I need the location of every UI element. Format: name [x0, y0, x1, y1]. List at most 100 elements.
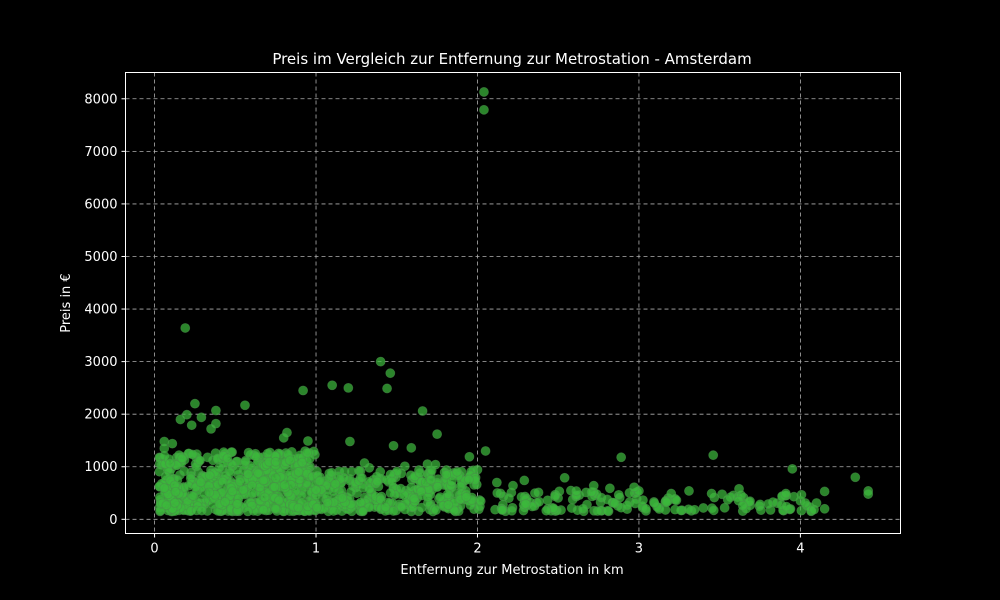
y-tick-label: 1000	[84, 460, 117, 475]
data-point	[195, 477, 206, 488]
y-tick-label: 8000	[84, 92, 117, 107]
data-point	[188, 491, 199, 501]
data-point	[850, 472, 861, 483]
data-point	[432, 429, 443, 440]
data-point	[364, 462, 375, 473]
data-point	[167, 438, 178, 449]
data-point	[190, 398, 200, 409]
data-point	[170, 486, 181, 497]
data-point	[622, 500, 633, 511]
data-point	[385, 488, 396, 498]
data-point	[330, 479, 341, 489]
data-point	[717, 489, 727, 500]
data-point	[388, 440, 399, 451]
y-tick-label: 2000	[84, 408, 117, 423]
data-point	[177, 453, 187, 464]
data-point	[464, 474, 474, 485]
data-point	[270, 503, 281, 514]
x-tick-label: 3	[635, 542, 643, 557]
data-point	[222, 453, 233, 464]
data-point	[293, 502, 304, 513]
data-point	[819, 503, 830, 514]
data-point	[345, 436, 355, 447]
data-point	[671, 495, 682, 506]
data-point	[550, 491, 561, 502]
data-point	[293, 466, 304, 477]
data-point	[441, 469, 452, 480]
data-point	[242, 506, 253, 517]
data-point	[284, 455, 295, 466]
data-point	[227, 486, 238, 497]
y-tick-label: 3000	[84, 355, 117, 370]
data-point	[386, 476, 397, 487]
x-tick-label: 2	[473, 542, 481, 557]
data-point	[503, 493, 514, 504]
data-point	[430, 459, 441, 470]
data-point	[508, 480, 518, 491]
data-point	[446, 476, 457, 487]
data-point	[399, 461, 410, 472]
y-tick-label: 6000	[84, 197, 117, 212]
data-point	[247, 480, 257, 491]
data-point	[337, 493, 348, 503]
data-point	[417, 406, 428, 416]
y-tick-label: 5000	[84, 250, 117, 265]
data-point	[604, 483, 615, 494]
data-point	[422, 459, 433, 470]
data-point	[214, 462, 225, 473]
data-point	[346, 466, 357, 477]
data-point	[298, 385, 309, 396]
data-point	[734, 483, 744, 494]
data-point	[355, 497, 366, 508]
data-point	[492, 488, 503, 498]
data-point	[452, 466, 463, 477]
data-point	[240, 400, 250, 411]
data-point	[195, 455, 205, 466]
data-point	[253, 468, 263, 479]
grid-lines	[125, 72, 901, 534]
data-point	[328, 506, 339, 516]
data-point	[602, 505, 613, 516]
data-point	[238, 485, 249, 495]
y-tick-label: 4000	[84, 303, 117, 318]
data-point	[314, 476, 325, 487]
data-point	[375, 494, 386, 505]
data-point	[609, 498, 620, 509]
data-point	[161, 500, 172, 511]
plot-frame	[125, 72, 901, 534]
data-point	[666, 488, 677, 499]
data-point	[432, 481, 443, 492]
data-point	[863, 489, 874, 499]
data-point	[175, 414, 186, 425]
y-axis-ticks: 0 1000 2000 3000 4000 5000 6000 7000 8000	[84, 92, 126, 528]
data-point	[274, 495, 284, 506]
data-point	[204, 487, 215, 498]
data-point	[232, 499, 243, 509]
x-axis-ticks: 0 1 2 3 4	[150, 533, 805, 557]
data-point	[159, 443, 170, 454]
data-point	[475, 496, 486, 506]
data-point	[311, 485, 321, 495]
data-point	[225, 467, 236, 478]
data-point	[414, 468, 425, 478]
data-point	[179, 466, 190, 477]
data-point	[719, 502, 730, 513]
data-point	[169, 497, 180, 508]
y-tick-label: 0	[109, 513, 117, 528]
data-point	[375, 356, 386, 367]
data-point	[312, 502, 322, 513]
data-point	[559, 472, 570, 483]
data-point	[781, 501, 792, 512]
data-point	[435, 492, 446, 502]
data-point	[269, 482, 280, 492]
data-point	[258, 475, 269, 486]
data-point	[431, 505, 441, 516]
data-point	[380, 502, 391, 513]
data-point	[243, 469, 253, 480]
data-point	[416, 486, 427, 497]
data-point	[279, 480, 290, 491]
chart-title: Preis im Vergleich zur Entfernung zur Me…	[272, 50, 751, 68]
data-point	[396, 501, 407, 512]
x-axis-label: Entfernung zur Metrostation in km	[400, 563, 623, 578]
data-point	[491, 477, 502, 488]
